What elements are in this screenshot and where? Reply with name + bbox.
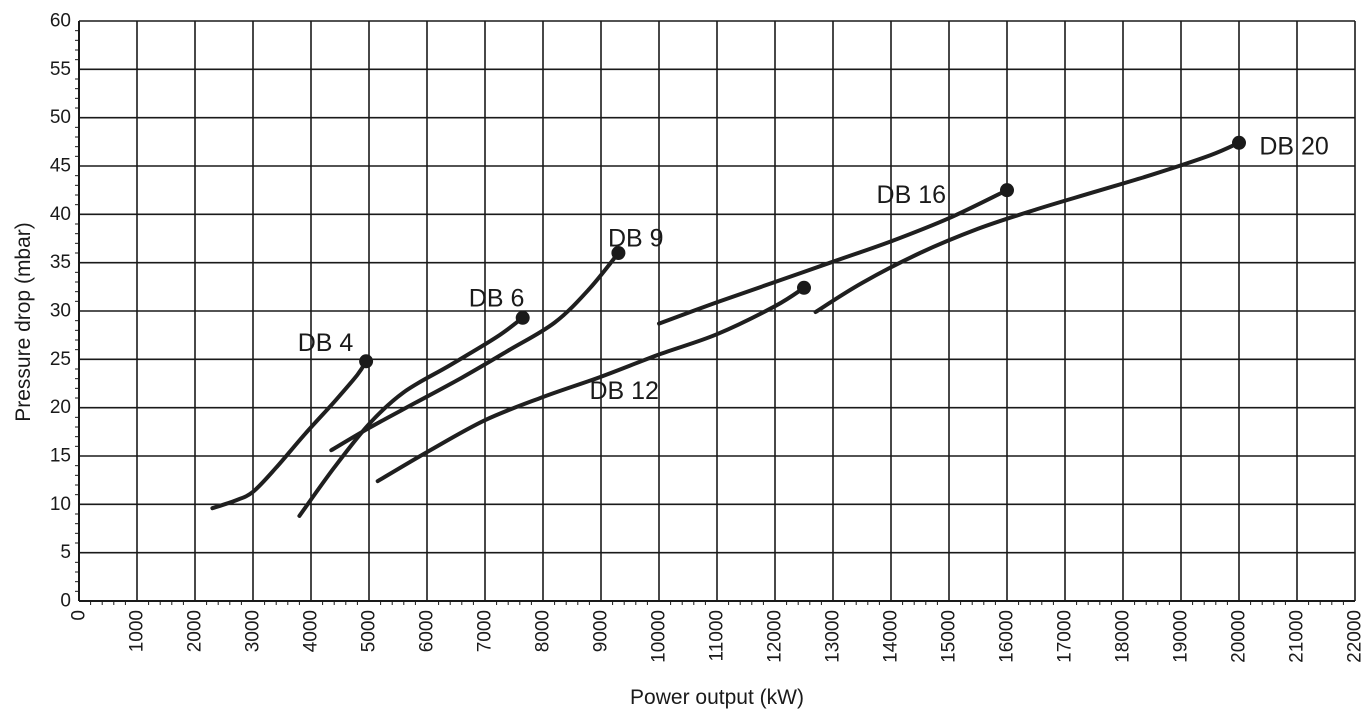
x-tick-labels: 0 1000 2000 3000 4000 5000 6000 7000 8000 9000 100… <box>69 610 1366 663</box>
x-tick-label: 8000 <box>533 610 554 652</box>
x-tick-label: 18000 <box>1113 610 1134 663</box>
x-tick-label: 22000 <box>1345 610 1366 663</box>
y-tick-label: 25 <box>50 349 71 370</box>
series-line-db-12 <box>375 285 806 484</box>
x-tick-label: 21000 <box>1287 610 1308 663</box>
series-end-marker-db-6 <box>515 310 530 325</box>
y-tick-label: 20 <box>50 397 71 418</box>
x-tick-label: 14000 <box>881 610 902 663</box>
y-tick-label: 0 <box>60 591 71 612</box>
x-tick-label: 10000 <box>649 610 670 663</box>
y-tick-label: 5 <box>60 542 71 563</box>
y-tick-labels: 0 5 10 15 20 25 30 35 40 45 50 55 60 <box>50 11 71 612</box>
series-line-db-6 <box>297 315 525 518</box>
series-label-db-4: DB 4 <box>298 329 354 357</box>
series-end-marker-db-20 <box>1232 135 1246 150</box>
series-label-db-9: DB 9 <box>608 225 664 253</box>
x-tick-label: 7000 <box>475 610 496 652</box>
data-series <box>210 135 1246 518</box>
series-end-marker-db-16 <box>1000 183 1014 198</box>
series-end-marker-db-4 <box>359 354 374 369</box>
x-tick-label: 12000 <box>765 610 786 663</box>
x-tick-label: 5000 <box>359 610 380 652</box>
y-tick-label: 50 <box>50 107 71 128</box>
series-label-db-20: DB 20 <box>1259 133 1328 161</box>
series-line-db-9 <box>329 251 621 453</box>
y-tick-label: 30 <box>50 301 71 322</box>
x-tick-label: 20000 <box>1229 610 1250 663</box>
minor-ticks <box>75 30 1344 605</box>
series-end-marker-db-9 <box>611 246 626 260</box>
y-tick-label: 35 <box>50 252 71 273</box>
series-labels: DB 4 DB 6 DB 9 DB 12 DB 16 DB 20 <box>298 133 1329 406</box>
series-line-db-20 <box>813 140 1241 314</box>
x-tick-label: 13000 <box>823 610 844 663</box>
series-line-db-16 <box>657 188 1009 326</box>
y-tick-label: 45 <box>50 156 71 177</box>
x-axis-title: Power output (kW) <box>630 686 804 709</box>
y-tick-label: 40 <box>50 204 71 225</box>
y-axis-title: Pressure drop (mbar) <box>12 222 35 422</box>
x-tick-label: 17000 <box>1055 610 1076 663</box>
x-tick-label: 15000 <box>939 610 960 663</box>
series-label-db-6: DB 6 <box>469 284 525 312</box>
grid-lines <box>78 20 1356 602</box>
series-end-marker-db-12 <box>797 280 811 295</box>
y-tick-label: 15 <box>50 446 71 467</box>
x-tick-label: 16000 <box>997 610 1018 663</box>
x-tick-label: 11000 <box>707 610 728 661</box>
y-tick-label: 55 <box>50 59 71 80</box>
series-label-db-16: DB 16 <box>877 181 946 209</box>
x-tick-label: 9000 <box>591 610 612 652</box>
x-tick-label: 3000 <box>243 610 264 652</box>
x-tick-label: 19000 <box>1171 610 1192 663</box>
y-tick-label: 60 <box>50 11 71 32</box>
x-tick-label: 2000 <box>185 610 206 652</box>
x-tick-label: 1000 <box>127 610 148 652</box>
x-tick-label: 6000 <box>417 610 438 652</box>
y-tick-label: 10 <box>50 494 71 515</box>
x-tick-label: 0 <box>69 610 90 621</box>
series-label-db-12: DB 12 <box>589 377 658 405</box>
series-line-db-4 <box>210 359 369 511</box>
x-tick-label: 4000 <box>301 610 322 652</box>
